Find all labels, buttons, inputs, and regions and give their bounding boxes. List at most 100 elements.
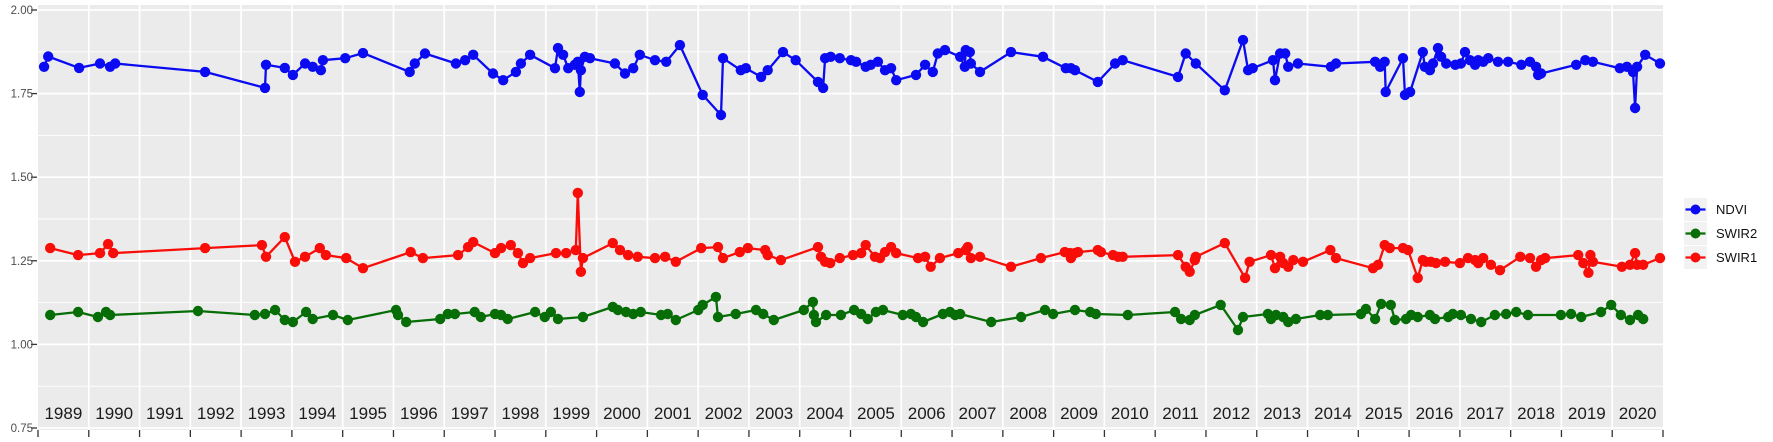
data-point-ndvi — [110, 58, 121, 69]
legend-key-ndvi — [1684, 197, 1707, 221]
x-axis-label: 2006 — [908, 404, 946, 423]
data-point-swir1 — [1297, 256, 1309, 267]
data-point-ndvi — [1005, 46, 1017, 58]
data-point-swir2 — [1511, 306, 1522, 318]
data-point-swir2 — [712, 311, 724, 323]
data-point-swir1 — [1454, 257, 1466, 269]
data-point-ndvi — [697, 89, 708, 101]
data-point-ndvi — [357, 47, 369, 59]
data-point-swir1 — [1035, 252, 1047, 264]
x-axis-label: 2015 — [1365, 404, 1403, 423]
data-point-swir1 — [1540, 252, 1551, 264]
legend-label-swir2: SWIR2 — [1716, 225, 1758, 241]
data-point-ndvi — [260, 59, 272, 70]
data-point-swir1 — [1288, 254, 1299, 266]
data-point-swir1 — [1638, 259, 1649, 270]
data-point-ndvi — [1379, 56, 1390, 67]
x-axis-label: 2020 — [1619, 404, 1657, 423]
data-point-swir2 — [835, 309, 847, 321]
data-point-ndvi — [1380, 86, 1391, 98]
data-point-swir2 — [917, 316, 929, 328]
data-point-swir1 — [925, 261, 936, 272]
data-point-swir2 — [1455, 309, 1467, 321]
x-axis-label: 2007 — [959, 404, 997, 423]
data-point-swir1 — [468, 236, 479, 248]
y-axis-label: 1.00 — [11, 339, 33, 351]
legend-item-swir2: SWIR2 — [1684, 221, 1757, 245]
data-point-swir2 — [897, 309, 908, 321]
legend-item-ndvi: NDVI — [1684, 197, 1757, 221]
data-point-swir1 — [649, 252, 661, 264]
data-point-swir1 — [341, 252, 352, 264]
data-point-swir2 — [1615, 309, 1627, 321]
x-axis-label: 2003 — [755, 404, 793, 423]
data-point-swir1 — [1412, 272, 1423, 284]
data-point-swir1 — [45, 242, 56, 254]
data-point-swir2 — [1565, 308, 1577, 320]
data-point-swir2 — [1376, 298, 1387, 310]
y-axis-label: 1.25 — [11, 256, 33, 268]
data-point-ndvi — [404, 66, 415, 78]
data-point-swir2 — [1489, 309, 1501, 321]
data-point-swir2 — [45, 309, 56, 321]
data-point-swir1 — [659, 251, 671, 262]
data-point-ndvi — [1535, 68, 1547, 79]
data-point-ndvi — [574, 86, 585, 98]
data-point-ndvi — [259, 82, 271, 94]
x-axis-label: 2019 — [1568, 404, 1606, 423]
x-axis-label: 1993 — [248, 404, 286, 423]
data-point-swir1 — [1005, 261, 1017, 272]
legend: NDVI SWIR2 SWIR1 — [1684, 197, 1757, 269]
data-point-ndvi — [498, 75, 509, 86]
data-point-ndvi — [1283, 61, 1294, 72]
data-point-swir2 — [545, 306, 557, 318]
x-axis-label: 2008 — [1009, 404, 1047, 423]
x-axis-label: 1994 — [298, 404, 336, 423]
data-point-swir1 — [505, 239, 516, 251]
data-point-ndvi — [1483, 53, 1494, 64]
x-axis-label: 2018 — [1517, 404, 1555, 423]
data-point-ndvi — [510, 66, 522, 78]
x-axis-label: 1992 — [197, 404, 235, 423]
data-point-swir1 — [712, 241, 724, 253]
data-point-ndvi — [279, 62, 290, 74]
data-point-ndvi — [1092, 76, 1104, 88]
data-point-ndvi — [557, 49, 569, 60]
data-point-ndvi — [549, 62, 561, 74]
data-point-swir2 — [1039, 304, 1051, 316]
data-point-ndvi — [1280, 48, 1291, 59]
data-point-ndvi — [1516, 59, 1527, 70]
data-point-swir2 — [1069, 304, 1081, 316]
data-point-ndvi — [1502, 56, 1514, 67]
data-point-swir1 — [1402, 244, 1414, 256]
x-axis-label: 1999 — [552, 404, 590, 423]
data-point-ndvi — [1427, 58, 1439, 69]
data-point-swir2 — [1015, 311, 1027, 323]
data-point-ndvi — [1069, 65, 1081, 76]
data-point-swir1 — [734, 246, 745, 258]
data-point-swir2 — [300, 306, 312, 318]
data-point-swir1 — [1184, 266, 1195, 277]
data-point-swir2 — [1232, 324, 1244, 336]
data-point-swir1 — [965, 252, 977, 264]
data-point-swir1 — [1430, 257, 1442, 269]
data-point-swir1 — [1095, 246, 1107, 258]
data-point-swir1 — [834, 252, 845, 264]
data-point-swir2 — [1360, 303, 1372, 315]
data-point-swir1 — [1239, 272, 1251, 284]
data-point-swir1 — [1583, 267, 1594, 278]
data-point-swir1 — [452, 249, 464, 261]
y-axis-label: 1.75 — [11, 89, 33, 101]
data-point-ndvi — [1330, 58, 1342, 69]
data-point-ndvi — [939, 44, 951, 56]
y-axis-label: 2.00 — [11, 5, 33, 17]
data-point-swir1 — [614, 244, 626, 256]
x-axis-label: 2010 — [1111, 404, 1149, 423]
data-point-swir2 — [72, 306, 84, 318]
data-point-ndvi — [1631, 61, 1643, 72]
data-point-swir2 — [1576, 311, 1587, 323]
data-point-swir1 — [417, 252, 429, 264]
legend-label-ndvi: NDVI — [1716, 201, 1748, 217]
data-point-swir1 — [607, 237, 618, 249]
data-point-swir2 — [577, 311, 589, 323]
